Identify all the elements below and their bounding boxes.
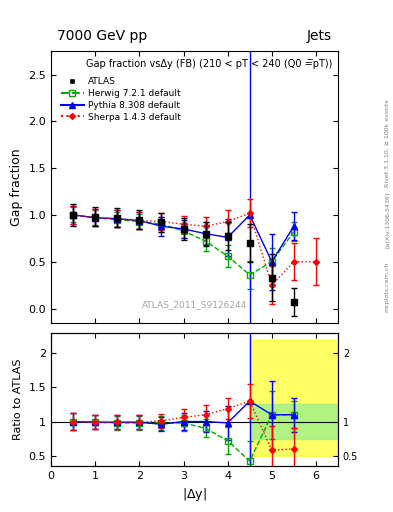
Legend: ATLAS, Herwig 7.2.1 default, Pythia 8.308 default, Sherpa 1.4.3 default: ATLAS, Herwig 7.2.1 default, Pythia 8.30… <box>59 75 184 124</box>
Bar <box>250 339 338 456</box>
Text: 7000 GeV pp: 7000 GeV pp <box>57 29 147 43</box>
X-axis label: |$\Delta$y|: |$\Delta$y| <box>182 486 207 503</box>
Text: mcplots.cern.ch: mcplots.cern.ch <box>385 262 389 312</box>
Text: [arXiv:1306.3436]: [arXiv:1306.3436] <box>385 192 389 248</box>
Y-axis label: Gap fraction: Gap fraction <box>10 148 23 226</box>
Text: Jets: Jets <box>307 29 332 43</box>
Text: Gap fraction vsΔy (FB) (210 < pT < 240 (Q0 =̅pT)): Gap fraction vsΔy (FB) (210 < pT < 240 (… <box>86 59 332 69</box>
Y-axis label: Ratio to ATLAS: Ratio to ATLAS <box>13 358 23 440</box>
Text: Rivet 3.1.10, ≥ 100k events: Rivet 3.1.10, ≥ 100k events <box>385 99 389 187</box>
Text: ATLAS_2011_S9126244: ATLAS_2011_S9126244 <box>142 300 247 309</box>
Bar <box>250 404 338 439</box>
